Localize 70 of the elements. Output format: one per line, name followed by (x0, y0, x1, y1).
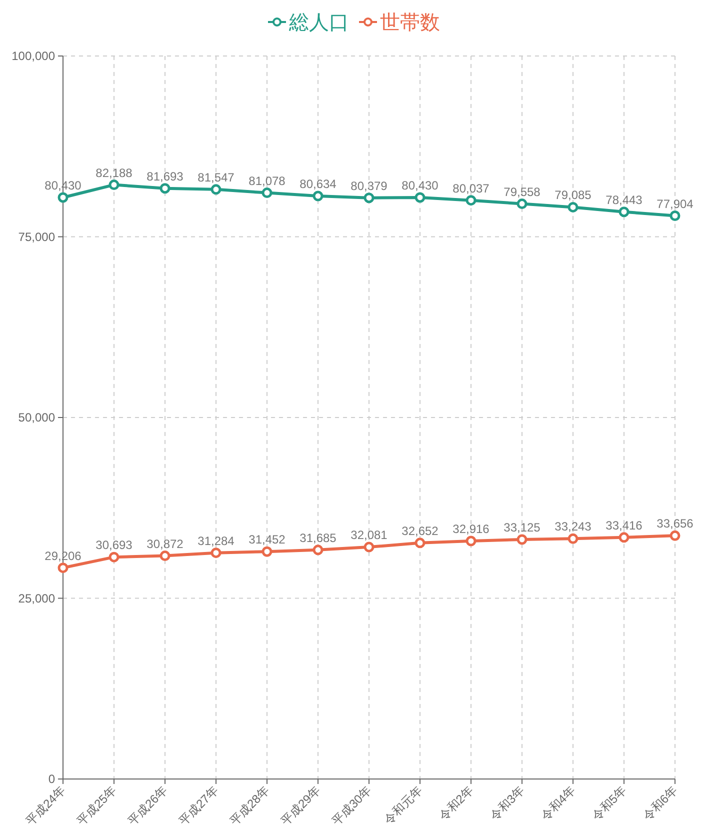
point (108, 552, 120, 562)
point (108, 180, 120, 190)
data-label: 79,085 (554, 188, 592, 202)
x-tick-label: 平成25年 (74, 783, 120, 828)
data-label: 78,443 (606, 192, 643, 207)
y-tick-label: 0 (48, 772, 56, 786)
data-label: 81,547 (198, 170, 235, 184)
data-label: 33,416 (606, 518, 643, 532)
y-tick-label: 75,000 (18, 230, 56, 244)
point (210, 184, 222, 195)
x-tick-label: 平成28年 (227, 783, 272, 828)
point (466, 536, 476, 546)
data-label: 33,243 (554, 520, 592, 534)
point (312, 190, 324, 202)
x-tick-label: 平成24年 (23, 783, 68, 828)
x-tick-label: 令和6年 (640, 783, 680, 824)
x-tick-label: 令和元年 (381, 783, 426, 828)
point (58, 562, 68, 574)
point (414, 538, 426, 548)
point (466, 195, 476, 206)
x-tick-label: 平成27年 (176, 783, 222, 828)
data-label: 81,693 (146, 169, 184, 184)
point (516, 534, 528, 545)
point (262, 188, 272, 198)
point (160, 183, 170, 194)
point (58, 192, 68, 203)
data-label: 79,558 (504, 184, 541, 199)
data-label: 30,693 (96, 538, 133, 552)
data-label: 32,652 (402, 524, 439, 538)
data-label: 80,430 (402, 178, 439, 192)
x-tick-label: 令和3年 (487, 783, 528, 824)
x-tick-label: 平成29年 (278, 783, 324, 828)
x-tick-label: 平成30年 (329, 783, 374, 828)
data-label: 33,125 (504, 520, 541, 535)
legend-label: 世帯数 (380, 12, 440, 34)
legend-label: 総人口 (288, 12, 349, 34)
point (262, 546, 272, 557)
x-tick-label: 令和2年 (436, 783, 476, 824)
data-label: 80,379 (350, 178, 388, 193)
data-label: 82,188 (96, 166, 133, 180)
data-label: 32,081 (350, 528, 388, 542)
data-label: 81,078 (248, 174, 286, 188)
data-label: 32,916 (452, 522, 490, 536)
point (670, 530, 680, 541)
y-tick-label: 25,000 (18, 591, 56, 606)
data-label: 80,037 (452, 181, 490, 196)
data-label: 80,634 (300, 177, 337, 192)
point (364, 192, 374, 204)
point (618, 532, 630, 543)
data-label: 31,452 (248, 532, 286, 547)
data-label: 33,656 (656, 516, 694, 531)
point (618, 206, 630, 218)
data-label: 30,872 (146, 536, 184, 551)
point (568, 533, 578, 544)
point (414, 192, 426, 203)
data-label: 31,685 (300, 530, 337, 545)
point (160, 550, 170, 562)
x-tick-label: 令和4年 (538, 783, 578, 824)
x-tick-label: 令和5年 (589, 783, 630, 824)
point (210, 548, 222, 558)
point (516, 198, 528, 210)
data-label: 31,284 (198, 534, 235, 548)
point (568, 202, 578, 212)
y-tick-label: 100,000 (12, 49, 56, 63)
data-label: 77,904 (656, 196, 694, 211)
point (364, 542, 374, 552)
point (670, 210, 680, 222)
point (312, 544, 324, 556)
y-tick-label: 50,000 (18, 410, 56, 424)
x-tick-label: 平成26年 (125, 783, 170, 828)
